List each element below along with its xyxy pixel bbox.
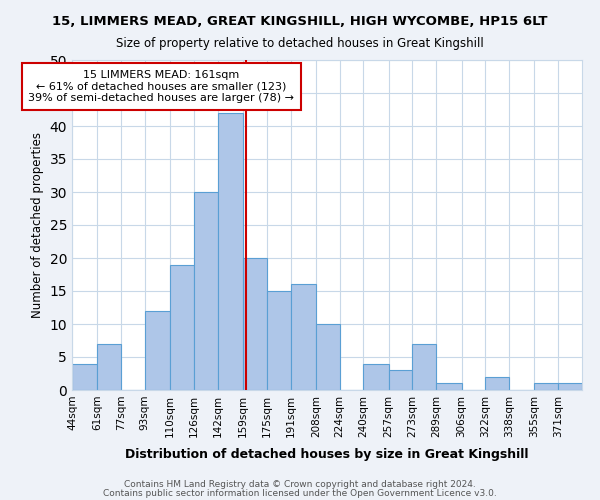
Bar [558, 384, 582, 390]
Bar [145, 311, 170, 390]
Bar [364, 364, 389, 390]
Bar [412, 344, 436, 390]
Bar [389, 370, 412, 390]
X-axis label: Distribution of detached houses by size in Great Kingshill: Distribution of detached houses by size … [125, 448, 529, 461]
Text: 15, LIMMERS MEAD, GREAT KINGSHILL, HIGH WYCOMBE, HP15 6LT: 15, LIMMERS MEAD, GREAT KINGSHILL, HIGH … [52, 15, 548, 28]
Bar [485, 377, 509, 390]
Bar [290, 284, 316, 390]
Text: Size of property relative to detached houses in Great Kingshill: Size of property relative to detached ho… [116, 38, 484, 51]
Bar [97, 344, 121, 390]
Bar [535, 384, 558, 390]
Bar [243, 258, 267, 390]
Bar [218, 113, 243, 390]
Bar [72, 364, 97, 390]
Text: 15 LIMMERS MEAD: 161sqm
← 61% of detached houses are smaller (123)
39% of semi-d: 15 LIMMERS MEAD: 161sqm ← 61% of detache… [28, 70, 294, 103]
Text: Contains public sector information licensed under the Open Government Licence v3: Contains public sector information licen… [103, 489, 497, 498]
Bar [170, 264, 194, 390]
Y-axis label: Number of detached properties: Number of detached properties [31, 132, 44, 318]
Bar [267, 291, 290, 390]
Bar [194, 192, 218, 390]
Bar [316, 324, 340, 390]
Bar [436, 384, 461, 390]
Text: Contains HM Land Registry data © Crown copyright and database right 2024.: Contains HM Land Registry data © Crown c… [124, 480, 476, 489]
